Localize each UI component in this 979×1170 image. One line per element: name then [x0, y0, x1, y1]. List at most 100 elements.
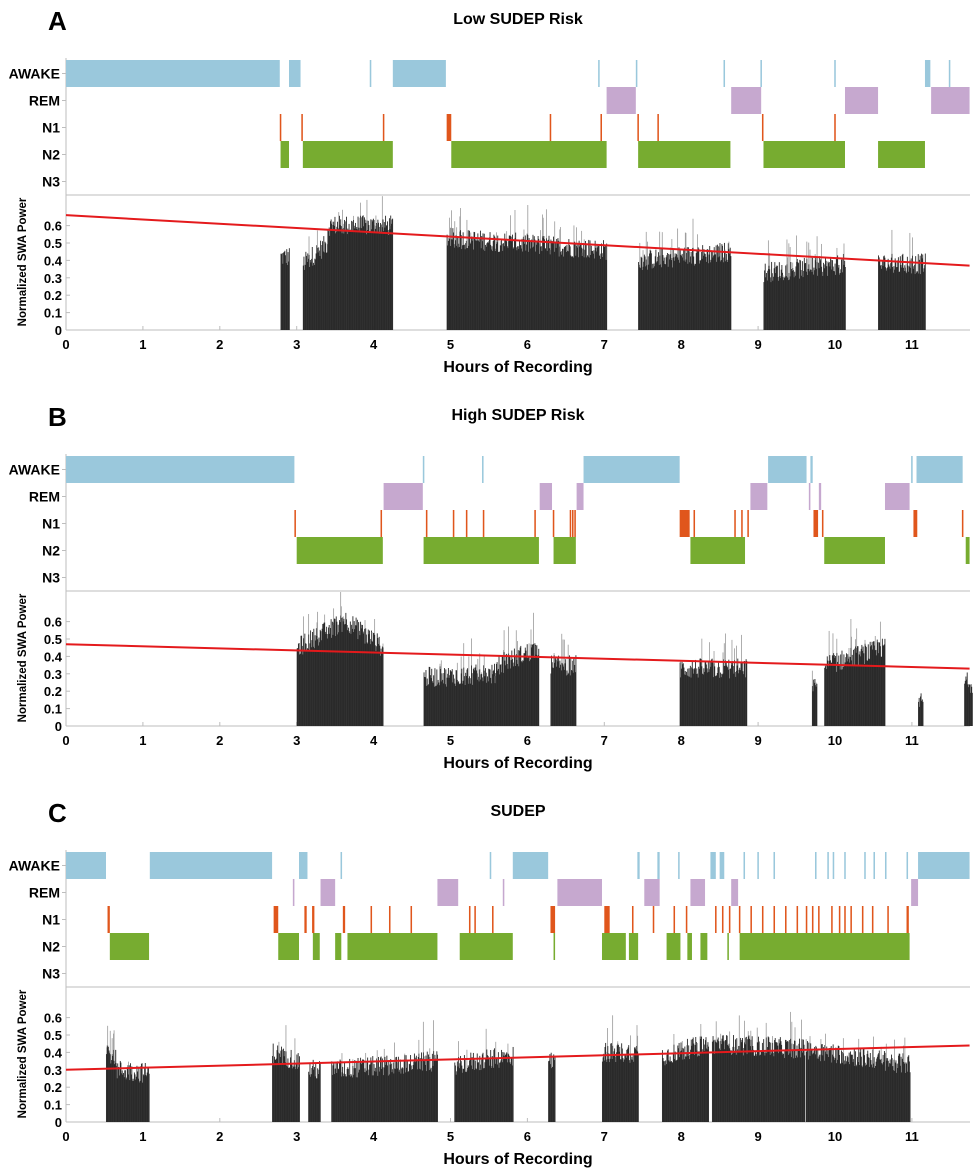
swa-bar	[878, 255, 879, 330]
swa-bar	[377, 1075, 379, 1122]
swa-bar	[525, 650, 527, 726]
swa-bar	[659, 255, 661, 330]
swa-bar	[298, 643, 300, 726]
swa-bar	[711, 1041, 713, 1122]
swa-bar	[810, 1043, 812, 1122]
swa-bar	[610, 1043, 612, 1122]
hypnogram-segment-n1	[273, 906, 279, 933]
x-axis-label: Hours of Recording	[443, 359, 592, 376]
swa-bar	[869, 1066, 871, 1122]
swa-bar	[312, 265, 314, 330]
swa-bar	[792, 1058, 794, 1122]
swa-bar	[341, 631, 343, 726]
swa-bar	[469, 1060, 470, 1122]
swa-bar-peak	[786, 239, 788, 265]
swa-bar-peak	[722, 652, 724, 674]
swa-bar	[361, 1062, 363, 1122]
swa-bar	[340, 226, 342, 330]
swa-bar	[793, 1040, 795, 1122]
hypnogram-segment-n2	[878, 141, 925, 168]
swa-bar	[351, 220, 353, 330]
swa-bar	[616, 1045, 618, 1122]
swa-bar	[803, 1044, 805, 1122]
swa-bar	[346, 216, 347, 330]
swa-bar	[731, 1053, 733, 1122]
swa-bar	[430, 678, 432, 726]
swa-bar	[460, 235, 462, 330]
swa-bar	[301, 635, 303, 726]
swa-bar	[745, 659, 747, 726]
swa-bar	[727, 667, 728, 726]
swa-bar	[386, 224, 388, 330]
swa-bar	[814, 1047, 816, 1122]
swa-bar	[454, 240, 456, 330]
swa-bar	[826, 656, 828, 726]
swa-bar	[776, 265, 778, 330]
swa-bar	[868, 658, 870, 726]
swa-bar	[525, 250, 527, 330]
swa-bar	[788, 272, 790, 330]
swa-bar	[835, 1063, 837, 1122]
swa-bar	[626, 1049, 628, 1122]
swa-bar	[658, 264, 660, 330]
swa-bar	[137, 1078, 139, 1122]
swa-bar	[353, 621, 355, 726]
swa-bar	[592, 253, 594, 330]
swa-bar	[537, 236, 539, 330]
swa-bar	[472, 1069, 474, 1122]
swa-bar	[773, 268, 775, 330]
swa-bar-peak	[494, 676, 496, 684]
swa-bar	[684, 261, 686, 330]
swa-bar	[594, 240, 596, 330]
swa-bar	[406, 1060, 408, 1122]
swa-bar	[476, 673, 478, 726]
swa-bar	[767, 1036, 769, 1122]
swa-bar	[356, 226, 358, 330]
swa-bar	[854, 648, 856, 726]
swa-bar	[535, 251, 536, 330]
swa-bar	[638, 262, 640, 330]
swa-bar	[341, 233, 343, 330]
swa-bar	[968, 687, 969, 726]
swa-bar	[449, 670, 451, 726]
swa-bar	[827, 660, 829, 726]
swa-bar	[883, 645, 885, 726]
swa-bar	[505, 1053, 507, 1122]
swa-bar	[922, 271, 924, 330]
swa-bar	[861, 1065, 863, 1122]
swa-bar	[698, 668, 700, 726]
swa-bar	[729, 247, 731, 330]
swa-bar	[880, 1060, 882, 1122]
swa-bar	[866, 660, 868, 726]
swa-bar	[846, 1061, 848, 1122]
swa-bar	[612, 1055, 614, 1122]
swa-bar	[816, 1058, 818, 1122]
swa-bar	[699, 263, 700, 330]
swa-bar	[504, 665, 506, 726]
swa-bar	[328, 231, 330, 330]
swa-bar	[781, 1054, 783, 1122]
swa-bar-peak	[765, 1022, 767, 1038]
swa-bar	[518, 248, 520, 330]
y-tick-label: 0.4	[44, 253, 63, 268]
swa-bar	[721, 1038, 723, 1122]
swa-bar-peak	[530, 629, 532, 645]
swa-bar	[362, 1059, 364, 1122]
swa-bar	[722, 245, 723, 330]
swa-bar	[455, 235, 457, 330]
swa-bar	[701, 666, 703, 726]
swa-bar	[611, 1059, 613, 1122]
swa-bar	[830, 1047, 832, 1122]
swa-bar	[805, 1051, 807, 1122]
x-tick-label: 5	[447, 337, 454, 352]
swa-bar	[551, 655, 553, 726]
swa-bar	[876, 1056, 878, 1122]
swa-bar	[471, 236, 472, 330]
swa-bar	[706, 668, 708, 726]
swa-bar	[413, 1053, 415, 1122]
swa-bar	[714, 666, 716, 726]
swa-bar	[492, 1056, 494, 1122]
swa-bar	[451, 239, 453, 330]
swa-bar	[437, 679, 439, 726]
swa-bar-peak	[713, 651, 715, 664]
